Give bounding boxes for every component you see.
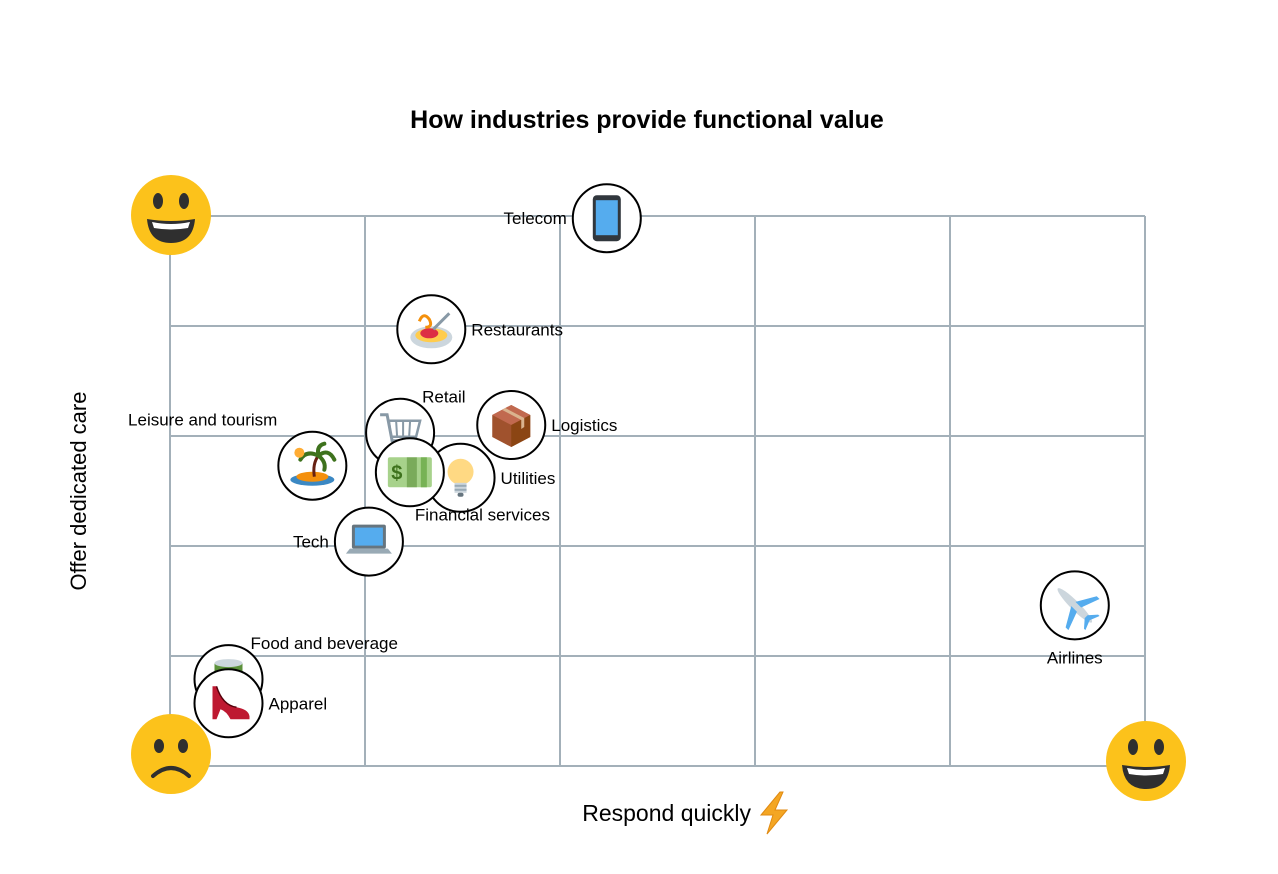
- point-label: Leisure and tourism: [128, 411, 277, 430]
- desert-island-icon: [290, 441, 337, 486]
- data-point: Telecom: [503, 183, 642, 254]
- point-marker: [277, 430, 348, 501]
- point-label: Logistics: [551, 416, 617, 435]
- data-point: Utilities: [425, 442, 556, 513]
- high-heeled-shoe-icon: [212, 686, 250, 720]
- point-label: Utilities: [501, 469, 556, 488]
- data-point: Apparel: [193, 668, 328, 739]
- data-point: Airlines: [1039, 570, 1110, 667]
- bottom-right-happy-face-icon: [1106, 721, 1186, 801]
- airplane-icon: [1057, 588, 1100, 631]
- point-label: Food and beverage: [251, 634, 398, 653]
- data-point: $ Financial services: [374, 437, 550, 524]
- dollar-banknote-icon: $: [387, 457, 432, 488]
- data-point: Leisure and tourism: [128, 411, 348, 501]
- data-point: Tech: [293, 506, 404, 577]
- svg-text:$: $: [391, 462, 402, 484]
- top-left-happy-face-icon: [131, 175, 211, 255]
- point-label: Retail: [422, 388, 465, 407]
- y-axis-label: Offer dedicated care: [66, 392, 91, 591]
- chart-title: How industries provide functional value: [410, 106, 884, 134]
- data-point: Logistics: [476, 390, 617, 460]
- x-axis-label: Respond quickly: [582, 800, 751, 826]
- point-label: Airlines: [1047, 648, 1103, 667]
- point-label: Telecom: [503, 209, 566, 228]
- bottom-left-sad-face-icon: [131, 714, 211, 794]
- point-marker: [193, 668, 264, 739]
- spaghetti-icon: [410, 312, 453, 349]
- data-point: Restaurants: [396, 294, 563, 365]
- point-label: Tech: [293, 533, 329, 552]
- lightning-bolt-icon: [759, 791, 789, 835]
- package-icon: [492, 405, 531, 447]
- point-label: Financial services: [415, 505, 550, 524]
- point-label: Apparel: [269, 694, 328, 713]
- chart-grid: [169, 215, 1146, 767]
- point-label: Restaurants: [471, 320, 563, 339]
- light-bulb-icon: [447, 458, 474, 497]
- laptop-icon: [345, 524, 392, 554]
- mobile-phone-icon: [592, 195, 621, 242]
